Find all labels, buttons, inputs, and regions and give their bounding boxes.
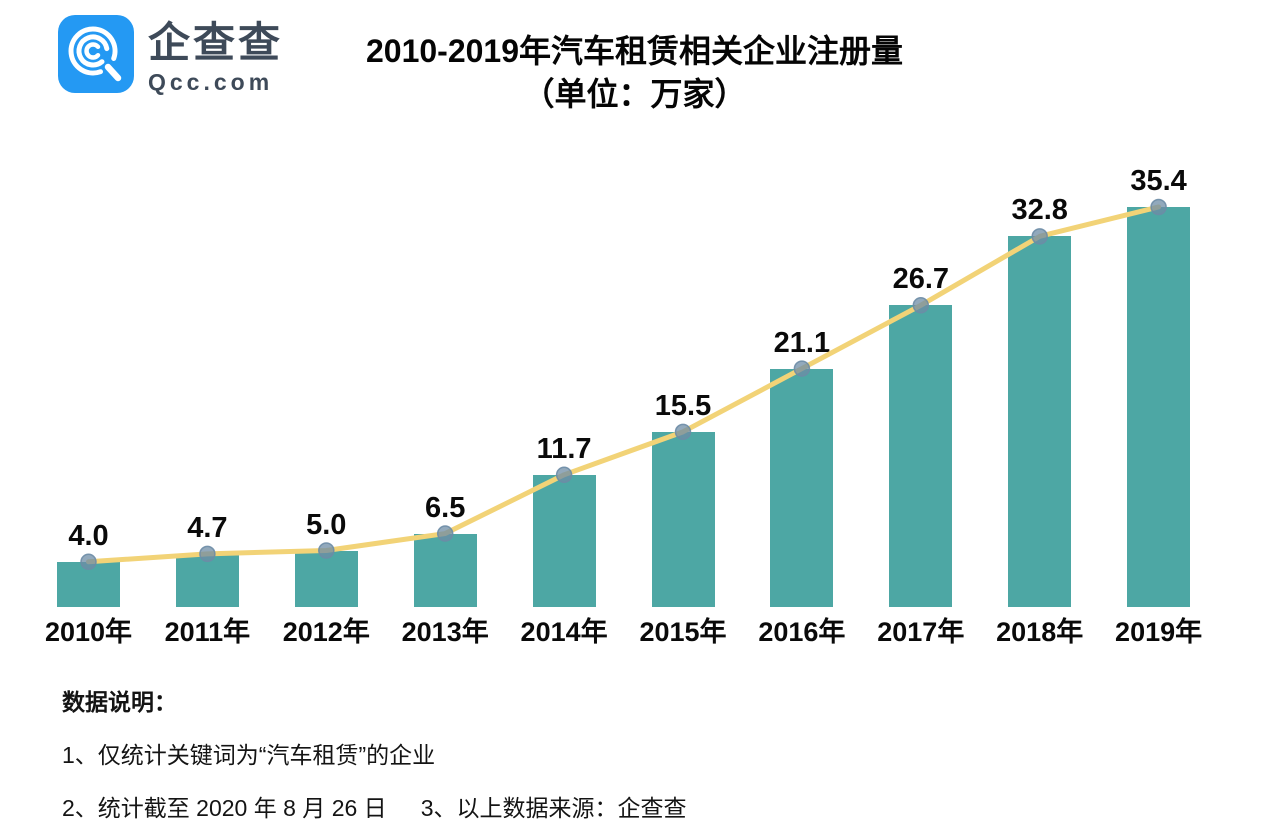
x-axis-label: 2016年 [758, 617, 846, 647]
bar-2016年 [770, 368, 834, 607]
x-axis-label: 2014年 [520, 617, 608, 647]
footnote-row: 2、统计截至 2020 年 8 月 26 日 3、以上数据来源：企查查 [62, 789, 686, 823]
qcc-logo: 企查查 Qcc.com [58, 15, 283, 96]
value-label: 35.4 [1130, 164, 1187, 197]
footnote-2: 2、统计截至 2020 年 8 月 26 日 [62, 795, 387, 821]
value-label: 26.7 [892, 263, 950, 296]
bar-2017年 [889, 305, 953, 607]
value-label: 21.1 [773, 326, 831, 359]
value-label: 6.5 [425, 491, 466, 524]
bar-2014年 [532, 474, 596, 607]
footnote-1: 1、仅统计关键词为“汽车租赁”的企业 [62, 742, 436, 768]
bar-2018年 [1008, 236, 1072, 607]
value-label: 15.5 [654, 389, 712, 422]
footnote-heading: 数据说明： [62, 689, 177, 715]
bar-2019年 [1127, 206, 1191, 607]
x-axis-label: 2015年 [639, 617, 727, 647]
bar-2012年 [294, 550, 358, 607]
bar-2010年 [57, 561, 120, 607]
value-label: 32.8 [1011, 194, 1068, 227]
x-axis-label: 2013年 [401, 617, 489, 647]
footnote-3: 3、以上数据来源：企查查 [420, 795, 687, 821]
x-axis-label: 2012年 [282, 617, 370, 647]
logo-domain: Qcc.com [148, 69, 274, 95]
bar-2015年 [651, 431, 715, 607]
trend-line [86, 204, 1162, 565]
bar-2013年 [413, 533, 477, 607]
value-label: 11.7 [536, 432, 592, 465]
x-axis-label: 2017年 [877, 617, 965, 647]
x-axis-label: 2011年 [164, 617, 251, 647]
bar-2011年 [175, 553, 239, 607]
x-axis-label: 2019年 [1115, 617, 1203, 647]
qcc-logo-icon [58, 15, 134, 93]
footnotes: 数据说明： 1、仅统计关键词为“汽车租赁”的企业 2、统计截至 2020 年 8… [62, 683, 686, 823]
logo-name: 企查查 [148, 19, 284, 66]
qcc-logo-text: 企查查 Qcc.com [148, 15, 283, 96]
x-axis-label: 2018年 [996, 617, 1084, 647]
x-axis-label: 2010年 [44, 617, 133, 647]
